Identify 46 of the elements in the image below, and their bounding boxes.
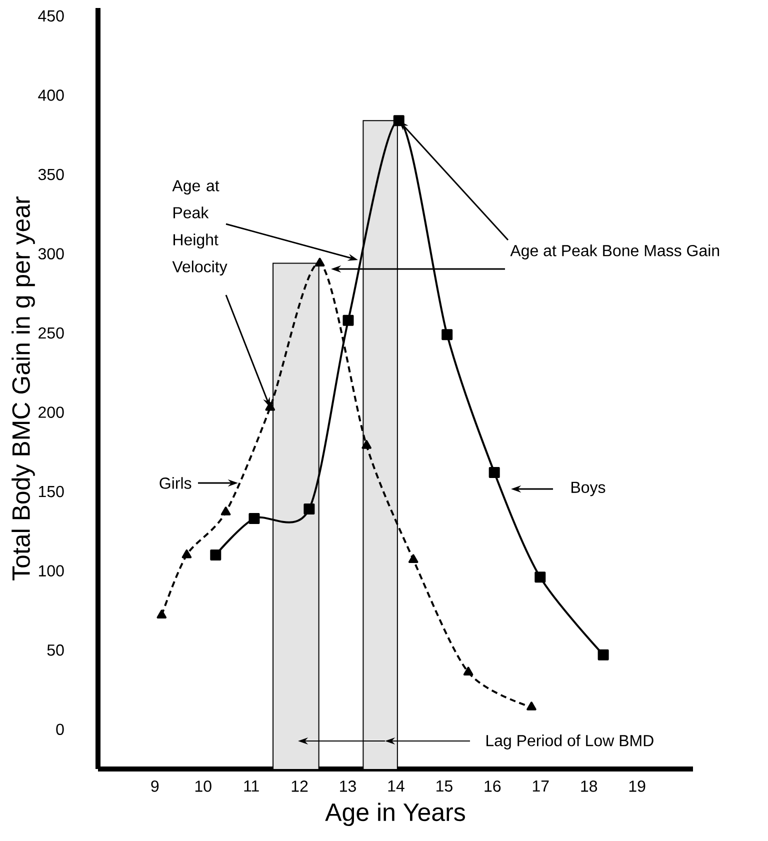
x-tick-label: 15	[436, 780, 452, 792]
x-tick-label: 14	[388, 780, 404, 792]
annotation: Lag Period of Low BMD	[486, 734, 654, 750]
legend-label: Boys	[572, 482, 606, 496]
y-tick-label: 150	[38, 486, 64, 498]
y-tick-label: 0	[56, 724, 64, 736]
point	[248, 513, 260, 524]
point	[393, 115, 404, 126]
x-tick-label: 18	[581, 780, 598, 792]
y-tick-label: 350	[38, 168, 64, 180]
point	[598, 649, 609, 660]
annotation: Age at Peak Height Velocity	[172, 180, 228, 276]
point	[182, 549, 192, 558]
y-tick-label: 250	[38, 327, 64, 339]
x-tick-label: 19	[629, 780, 646, 792]
x-tick-label: 12	[292, 780, 308, 792]
x-tick-label: 13	[340, 780, 356, 792]
annotation: Age at Peak Bone Mass Gain	[510, 244, 720, 260]
x-axis-title: Age in Years	[325, 802, 465, 826]
x-tick-label: 9	[151, 780, 159, 792]
point	[442, 329, 453, 340]
point	[156, 610, 167, 618]
point	[534, 572, 546, 583]
text: Girls	[160, 477, 192, 489]
point	[488, 467, 500, 478]
point	[314, 258, 325, 267]
y-axis-title: Total Body BMC Gain in g per year	[12, 196, 35, 580]
y-tick-label: 450	[38, 10, 64, 22]
point	[210, 549, 222, 560]
point	[362, 440, 372, 449]
point	[220, 506, 231, 516]
y-tick-label: 50	[47, 644, 64, 656]
y-tick-label: 100	[38, 565, 64, 576]
point	[463, 666, 474, 676]
x-tick-label: 11	[244, 780, 259, 792]
y-tick-label: 200	[38, 406, 64, 418]
x-tick-label: 16	[484, 780, 501, 792]
y-tick-label: 400	[38, 90, 64, 101]
point	[526, 702, 536, 710]
x-tick-label: 10	[195, 780, 212, 792]
point	[342, 314, 354, 326]
point	[408, 554, 418, 563]
point	[304, 503, 315, 514]
y-tick-label: 300	[38, 248, 64, 260]
point	[265, 402, 276, 411]
x-tick-label: 17	[532, 780, 549, 792]
